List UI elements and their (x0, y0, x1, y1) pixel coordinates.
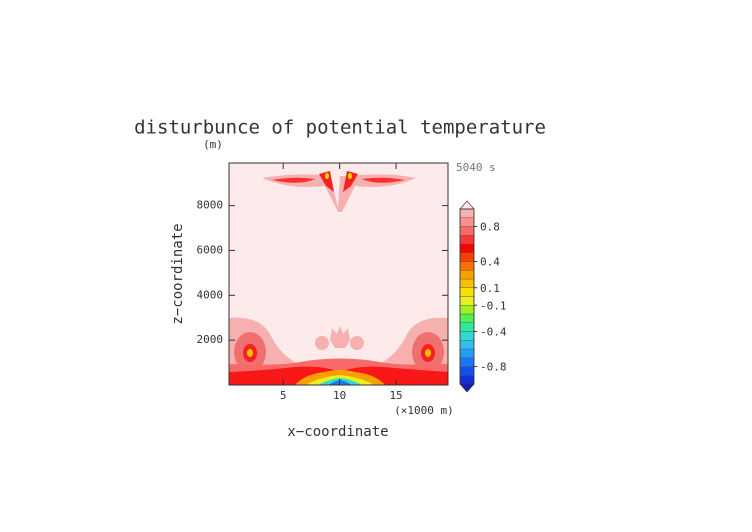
colorbar-bin (459, 375, 475, 385)
colorbar-extend-low (459, 383, 475, 393)
colorbar-bin (459, 235, 475, 245)
colorbar-bin (459, 287, 475, 297)
x-tick-label: 15 (389, 389, 402, 402)
colorbar-bin (459, 348, 475, 358)
contour-region (315, 336, 329, 350)
contour-region (348, 173, 352, 179)
x-axis-label: x−coordinate (287, 424, 388, 440)
colorbar-bin (459, 270, 475, 280)
contour-region (262, 174, 416, 212)
time-label: 5040 s (456, 161, 496, 174)
colorbar-bin (459, 278, 475, 288)
colorbar-tick-label: 0.1 (480, 282, 500, 295)
y-tick-label: 4000 (197, 288, 224, 301)
colorbar-bin (459, 252, 475, 262)
y-tick-label: 6000 (197, 243, 224, 256)
y-tick-label: 8000 (197, 199, 224, 212)
colorbar-bin (459, 313, 475, 323)
colorbar-bin (459, 340, 475, 350)
contour-region (272, 177, 315, 183)
colorbar-tick-label: -0.1 (480, 299, 507, 312)
contour-region (425, 349, 431, 357)
colorbar-extend-high (459, 200, 475, 210)
x-unit: (×1000 m) (394, 404, 454, 417)
y-axis-label: z−coordinate (170, 223, 186, 324)
contour-region (319, 171, 334, 192)
colorbar-bin (459, 261, 475, 271)
colorbar-bin (459, 331, 475, 341)
colorbar-tick-label: -0.8 (480, 361, 507, 374)
colorbar-tick-label: 0.4 (480, 256, 500, 269)
colorbar-bin (459, 296, 475, 306)
y-tick-label: 2000 (197, 333, 224, 346)
contour-region (325, 173, 329, 179)
colorbar-tick-label: 0.8 (480, 221, 500, 234)
colorbar-tick-label: -0.4 (480, 326, 507, 339)
contour-region (343, 171, 358, 192)
colorbar-frame (459, 208, 475, 385)
contour-region (350, 336, 364, 350)
y-unit: (m) (203, 138, 223, 151)
contour-field (228, 162, 449, 386)
colorbar-bin (459, 208, 475, 218)
contour-region (247, 349, 253, 357)
colorbar-bin (459, 217, 475, 227)
chart-title: disturbunce of potential temperature (134, 117, 546, 139)
colorbar-bin (459, 226, 475, 236)
contour-region (362, 177, 405, 183)
colorbar-bin (459, 357, 475, 367)
x-tick-label: 5 (280, 389, 287, 402)
plot-frame (228, 162, 449, 386)
colorbar-bin (459, 366, 475, 376)
colorbar-bin (459, 243, 475, 253)
x-tick-label: 10 (333, 389, 346, 402)
colorbar-bin (459, 305, 475, 315)
colorbar-bin (459, 322, 475, 332)
contour-region (330, 326, 350, 348)
